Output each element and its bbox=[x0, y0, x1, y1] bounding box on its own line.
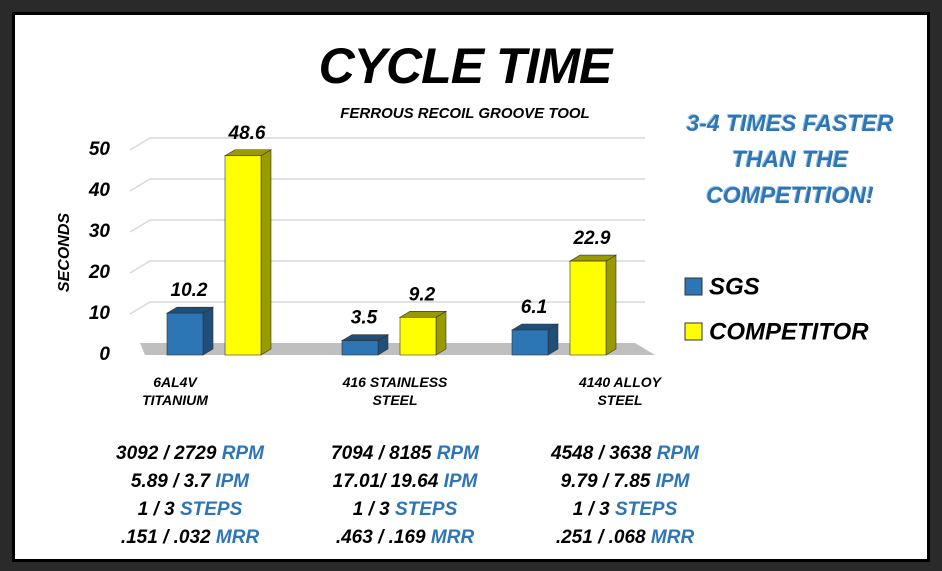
spec-value: 17.01/ 19.64 bbox=[333, 471, 439, 492]
bar-side bbox=[436, 311, 446, 355]
legend-label: SGS bbox=[709, 273, 760, 300]
spec-unit: STEPS bbox=[615, 499, 677, 520]
bar bbox=[400, 317, 436, 355]
spec-value: .151 / .032 bbox=[121, 527, 211, 548]
spec-value: 4548 / 3638 bbox=[551, 443, 651, 464]
data-label: 22.9 bbox=[573, 228, 611, 249]
spec-value: 7094 / 8185 bbox=[331, 443, 431, 464]
bar-side bbox=[261, 150, 271, 355]
spec-value: 9.79 / 7.85 bbox=[561, 471, 651, 492]
bar-side bbox=[606, 255, 616, 355]
data-label: 6.1 bbox=[521, 297, 547, 318]
data-label: 3.5 bbox=[351, 308, 378, 329]
y-tick-label: 10 bbox=[89, 303, 111, 324]
spec-unit: RPM bbox=[222, 443, 264, 464]
spec-value: 5.89 / 3.7 bbox=[131, 471, 210, 492]
data-label: 9.2 bbox=[409, 284, 436, 305]
data-label: 10.2 bbox=[171, 280, 208, 301]
annotation: 3-4 TIMES FASTER THAN THE COMPETITION! bbox=[655, 105, 925, 213]
bar bbox=[512, 330, 548, 355]
bar bbox=[342, 341, 378, 355]
y-tick-label: 50 bbox=[89, 139, 111, 160]
spec-unit: RPM bbox=[657, 443, 699, 464]
spec-value: 1 / 3 bbox=[353, 499, 390, 520]
spec-unit: IPM bbox=[444, 471, 478, 492]
grid-line bbox=[130, 220, 645, 232]
legend-label: COMPETITOR bbox=[709, 318, 869, 345]
y-tick-label: 40 bbox=[88, 180, 111, 201]
grid-line bbox=[130, 138, 645, 150]
spec-unit: MRR bbox=[216, 527, 259, 548]
bar bbox=[570, 261, 606, 355]
bar bbox=[167, 313, 203, 355]
spec-line: 9.79 / 7.85 IPM bbox=[495, 468, 755, 496]
legend-swatch bbox=[685, 278, 702, 295]
spec-value: 1 / 3 bbox=[138, 499, 175, 520]
spec-value: 1 / 3 bbox=[573, 499, 610, 520]
spec-value: 3092 / 2729 bbox=[116, 443, 216, 464]
spec-unit: STEPS bbox=[395, 499, 457, 520]
bar bbox=[225, 156, 261, 355]
bar-side bbox=[203, 307, 213, 355]
chart-title: CYCLE TIME bbox=[15, 37, 915, 95]
spec-line: .251 / .068 MRR bbox=[495, 524, 755, 552]
spec-unit: RPM bbox=[437, 443, 479, 464]
y-axis-label: SECONDS bbox=[56, 213, 73, 292]
x-tick-label: 4140 ALLOY STEEL bbox=[570, 373, 670, 409]
spec-unit: IPM bbox=[656, 471, 690, 492]
data-label: 48.6 bbox=[228, 123, 266, 144]
y-tick-label: 0 bbox=[99, 344, 110, 365]
spec-unit: IPM bbox=[215, 471, 249, 492]
x-tick-label: 416 STAINLESS STEEL bbox=[330, 373, 460, 409]
spec-unit: STEPS bbox=[180, 499, 242, 520]
spec-value: .251 / .068 bbox=[556, 527, 646, 548]
spec-unit: MRR bbox=[431, 527, 474, 548]
spec-unit: MRR bbox=[651, 527, 694, 548]
x-tick-label: 6AL4V TITANIUM bbox=[133, 373, 217, 409]
spec-line: 1 / 3 STEPS bbox=[495, 496, 755, 524]
grid-line bbox=[130, 261, 645, 273]
y-tick-label: 30 bbox=[89, 221, 111, 242]
page: 0 10 20 30 40 50 SECONDS 10.2 3.5 6.1 SGS 48.6 9.2 22… bbox=[0, 0, 942, 571]
chart-panel: 0 10 20 30 40 50 SECONDS 10.2 3.5 6.1 SGS 48.6 9.2 22… bbox=[12, 12, 930, 562]
grid-line bbox=[130, 179, 645, 191]
legend-swatch bbox=[685, 323, 702, 340]
spec-line: 4548 / 3638 RPM bbox=[495, 440, 755, 468]
chart-subtitle: FERROUS RECOIL GROOVE TOOL bbox=[195, 105, 735, 122]
spec-value: .463 / .169 bbox=[336, 527, 426, 548]
y-tick-label: 20 bbox=[88, 262, 111, 283]
